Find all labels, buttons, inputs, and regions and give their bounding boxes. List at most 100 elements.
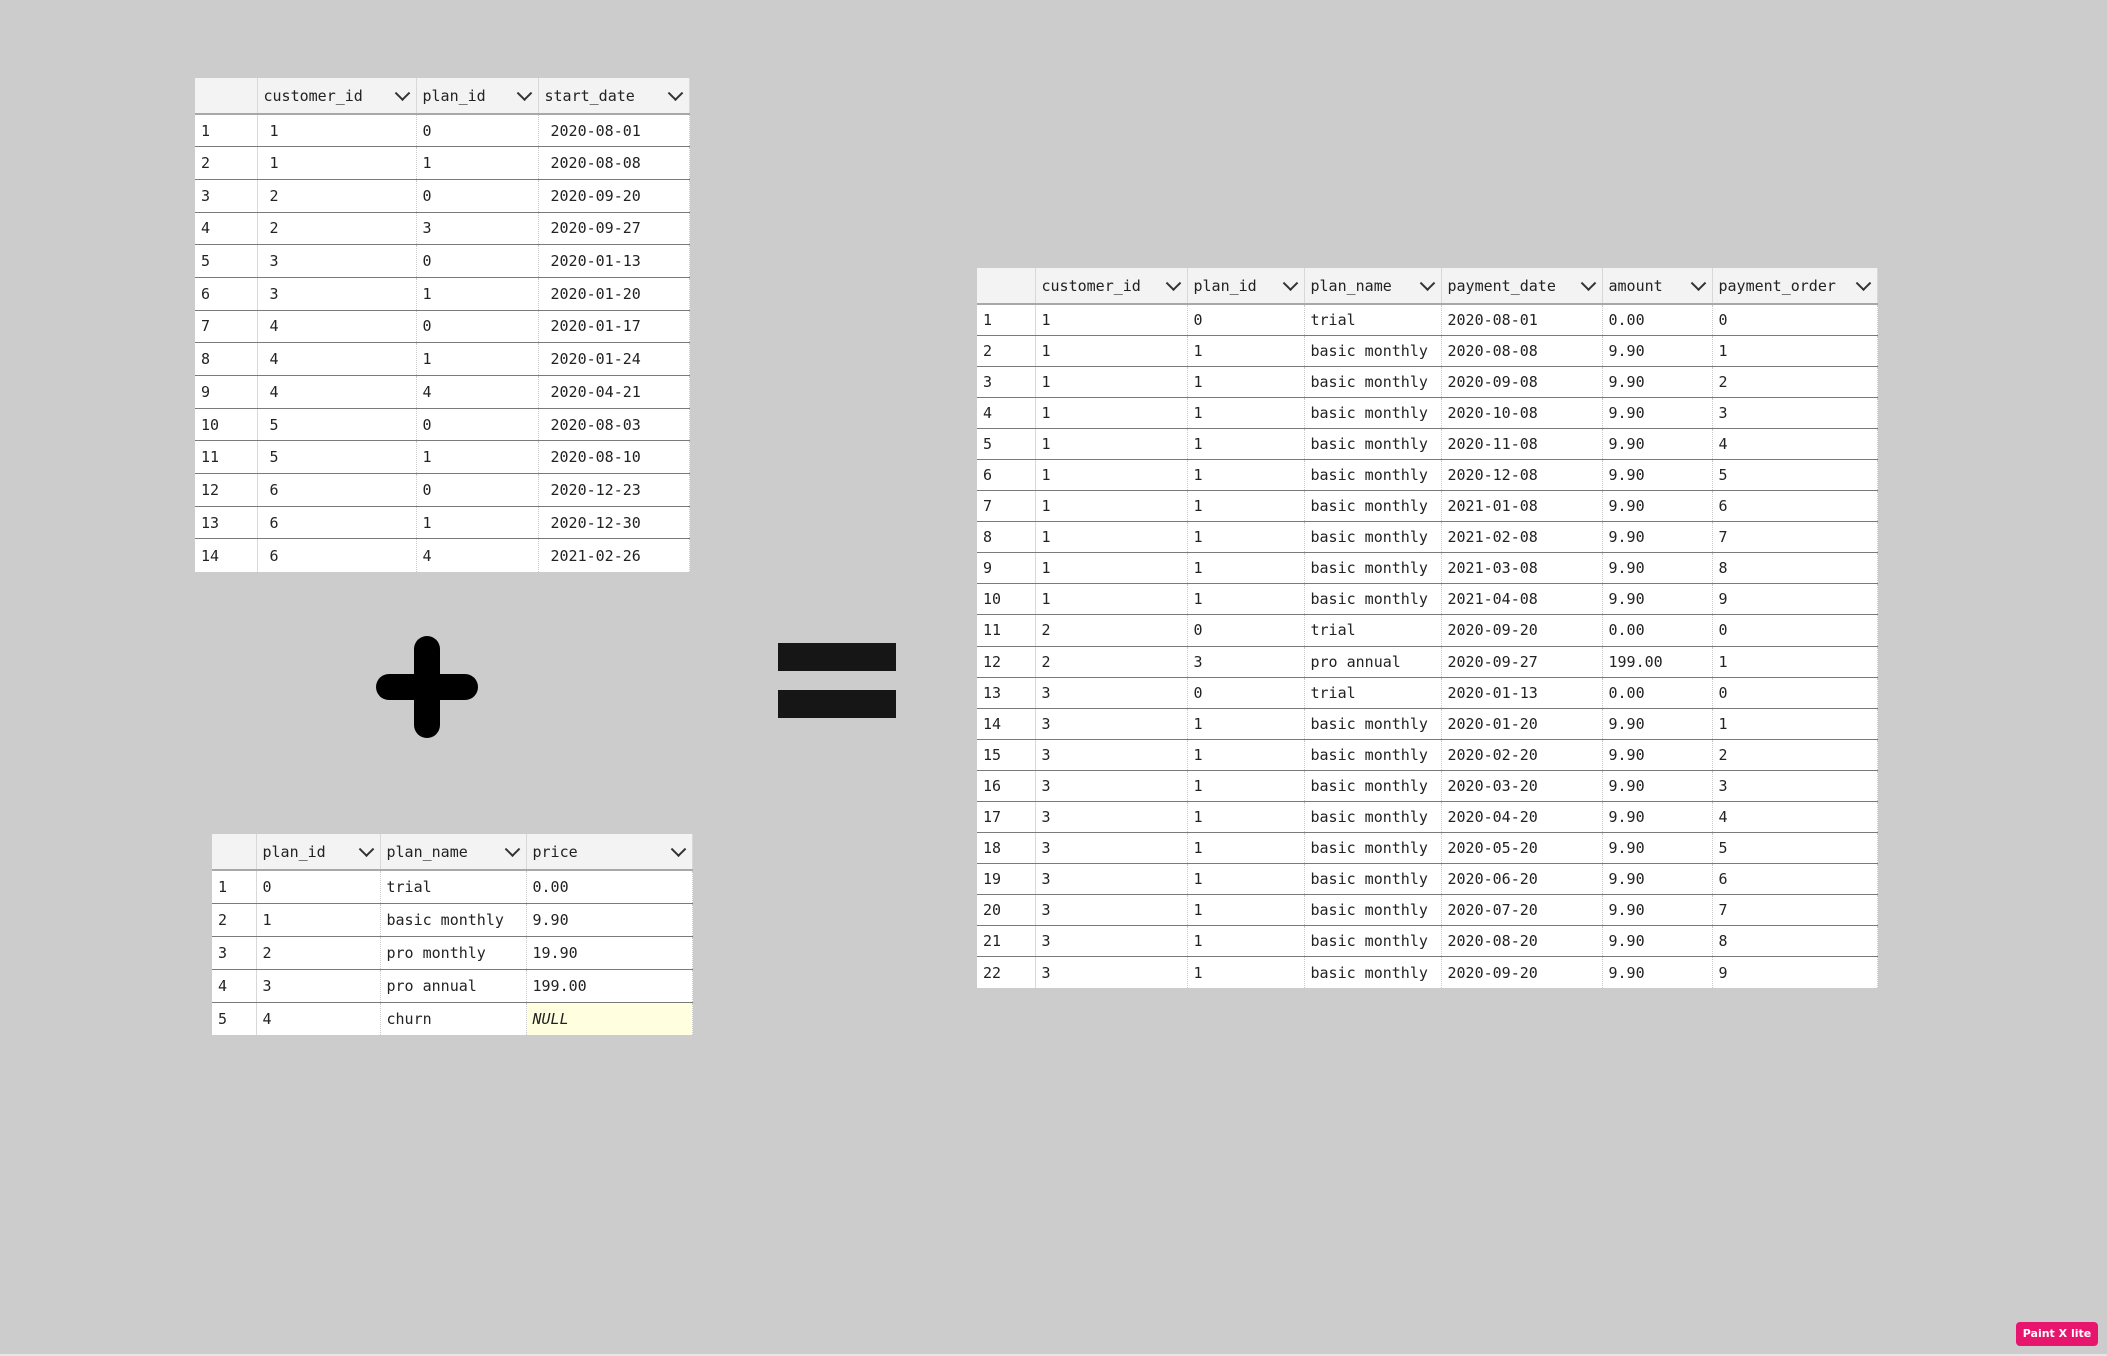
table-row[interactable]: 2 1 1 2020-08-08: [195, 146, 690, 180]
table-cell[interactable]: 3: [257, 277, 417, 311]
table-cell[interactable]: 9.90: [1602, 801, 1713, 834]
column-header-plan-name[interactable]: plan_name: [1304, 268, 1442, 305]
table-row[interactable]: 7 4 0 2020-01-17: [195, 310, 690, 344]
table-cell[interactable]: 0.00: [1602, 677, 1713, 709]
table-cell[interactable]: 1: [1187, 397, 1305, 429]
table-cell[interactable]: 6: [1712, 863, 1878, 896]
table-row[interactable]: 11 5 1 2020-08-10: [195, 440, 690, 475]
table-cell[interactable]: 2020-08-20: [1441, 925, 1603, 958]
table-cell[interactable]: 9.90: [1602, 583, 1713, 616]
table-cell[interactable]: 8: [1712, 925, 1878, 958]
table-cell[interactable]: 3: [1035, 956, 1188, 989]
table-cell[interactable]: 2021-01-08: [1441, 490, 1603, 523]
table-cell[interactable]: 2020-11-08: [1441, 428, 1603, 460]
table-cell[interactable]: 1: [1035, 552, 1188, 585]
table-cell[interactable]: 2020-01-13: [1441, 677, 1603, 709]
table-cell[interactable]: basic monthly: [1304, 552, 1442, 585]
table-cell[interactable]: 1: [416, 277, 539, 311]
table-cell[interactable]: trial: [380, 870, 527, 904]
table-cell[interactable]: 4: [256, 1002, 381, 1035]
table-cell[interactable]: 5: [1712, 459, 1878, 492]
table-cell[interactable]: 9.90: [1602, 925, 1713, 958]
table-row[interactable]: 7 1 1 basic monthly 2021-01-08 9.90 6: [977, 490, 1878, 523]
table-cell[interactable]: 2: [257, 212, 417, 246]
table-cell[interactable]: 1: [1035, 366, 1188, 398]
table-cell[interactable]: 0: [256, 870, 381, 904]
table-cell[interactable]: 2020-08-03: [538, 408, 690, 442]
table-cell[interactable]: basic monthly: [1304, 739, 1442, 771]
column-header-plan-id[interactable]: plan_id: [1187, 268, 1305, 305]
table-cell[interactable]: 1: [1187, 739, 1305, 771]
table-cell[interactable]: trial: [1304, 304, 1442, 336]
table-cell[interactable]: 3: [1035, 677, 1188, 709]
table-row[interactable]: 19 3 1 basic monthly 2020-06-20 9.90 6: [977, 863, 1878, 896]
table-cell[interactable]: 9.90: [1602, 894, 1713, 927]
table-cell[interactable]: 0: [1187, 677, 1305, 709]
table-cell[interactable]: 2020-09-27: [538, 212, 690, 246]
table-cell[interactable]: 0: [416, 473, 539, 507]
table-cell[interactable]: 2020-09-27: [1441, 646, 1603, 678]
table-cell[interactable]: 1: [1187, 801, 1305, 834]
table-cell[interactable]: 2: [257, 179, 417, 213]
table-cell[interactable]: 2021-02-08: [1441, 521, 1603, 554]
table-cell[interactable]: basic monthly: [1304, 832, 1442, 865]
table-cell[interactable]: 1: [257, 114, 417, 148]
table-cell[interactable]: 9.90: [1602, 366, 1713, 398]
table-row[interactable]: 8 4 1 2020-01-24: [195, 342, 690, 376]
table-cell[interactable]: 9.90: [1602, 770, 1713, 803]
table-row[interactable]: 16 3 1 basic monthly 2020-03-20 9.90 3: [977, 770, 1878, 803]
table-cell[interactable]: 0: [416, 310, 539, 344]
chevron-down-icon[interactable]: [667, 84, 683, 101]
table-cell[interactable]: 9.90: [1602, 459, 1713, 492]
table-cell[interactable]: basic monthly: [1304, 490, 1442, 523]
column-header-plan-name[interactable]: plan_name: [380, 834, 527, 871]
table-cell[interactable]: 6: [257, 473, 417, 507]
table-cell[interactable]: 1: [1187, 428, 1305, 460]
table-cell[interactable]: 2021-03-08: [1441, 552, 1603, 585]
table-cell[interactable]: 2020-08-01: [1441, 304, 1603, 336]
table-row[interactable]: 5 1 1 basic monthly 2020-11-08 9.90 4: [977, 428, 1878, 460]
table-cell[interactable]: 1: [1187, 956, 1305, 989]
table-cell[interactable]: 2020-02-20: [1441, 739, 1603, 771]
table-cell[interactable]: 4: [1712, 428, 1878, 460]
table-cell[interactable]: basic monthly: [1304, 956, 1442, 989]
table-cell[interactable]: 1: [416, 342, 539, 376]
table-cell[interactable]: 2: [1712, 739, 1878, 771]
table-cell[interactable]: 2020-09-20: [1441, 956, 1603, 989]
table-cell[interactable]: basic monthly: [1304, 521, 1442, 554]
table-cell[interactable]: 1: [416, 440, 539, 475]
table-cell[interactable]: 9: [1712, 956, 1878, 989]
table-row[interactable]: 20 3 1 basic monthly 2020-07-20 9.90 7: [977, 894, 1878, 927]
chevron-down-icon[interactable]: [1580, 274, 1596, 291]
table-cell[interactable]: 9.90: [1602, 832, 1713, 865]
table-cell[interactable]: pro annual: [1304, 646, 1442, 678]
table-cell[interactable]: 2020-09-20: [1441, 614, 1603, 647]
table-cell[interactable]: 9.90: [1602, 863, 1713, 896]
table-cell[interactable]: 1: [1035, 428, 1188, 460]
table-cell[interactable]: 2021-04-08: [1441, 583, 1603, 616]
table-cell[interactable]: 1: [1187, 583, 1305, 616]
table-cell[interactable]: 6: [1712, 490, 1878, 523]
table-cell[interactable]: 4: [257, 342, 417, 376]
table-cell[interactable]: 2020-10-08: [1441, 397, 1603, 429]
table-row[interactable]: 18 3 1 basic monthly 2020-05-20 9.90 5: [977, 832, 1878, 865]
table-row[interactable]: 11 2 0 trial 2020-09-20 0.00 0: [977, 614, 1878, 647]
table-cell[interactable]: 199.00: [526, 969, 693, 1003]
table-cell[interactable]: 1: [1187, 925, 1305, 958]
table-cell[interactable]: 4: [416, 375, 539, 409]
chevron-down-icon[interactable]: [1419, 274, 1435, 291]
chevron-down-icon[interactable]: [358, 840, 374, 857]
table-cell[interactable]: 3: [1035, 832, 1188, 865]
table-cell[interactable]: basic monthly: [1304, 925, 1442, 958]
table-cell[interactable]: 2020-09-20: [538, 179, 690, 213]
table-cell[interactable]: 0: [416, 179, 539, 213]
table-cell[interactable]: basic monthly: [1304, 863, 1442, 896]
column-header-plan-id[interactable]: plan_id: [256, 834, 381, 871]
table-cell[interactable]: 199.00: [1602, 646, 1713, 678]
table-cell[interactable]: 2020-01-24: [538, 342, 690, 376]
table-cell[interactable]: 0.00: [1602, 304, 1713, 336]
chevron-down-icon[interactable]: [1855, 274, 1871, 291]
chevron-down-icon[interactable]: [1282, 274, 1298, 291]
table-cell[interactable]: 1: [416, 146, 539, 180]
table-cell[interactable]: 2: [1035, 614, 1188, 647]
